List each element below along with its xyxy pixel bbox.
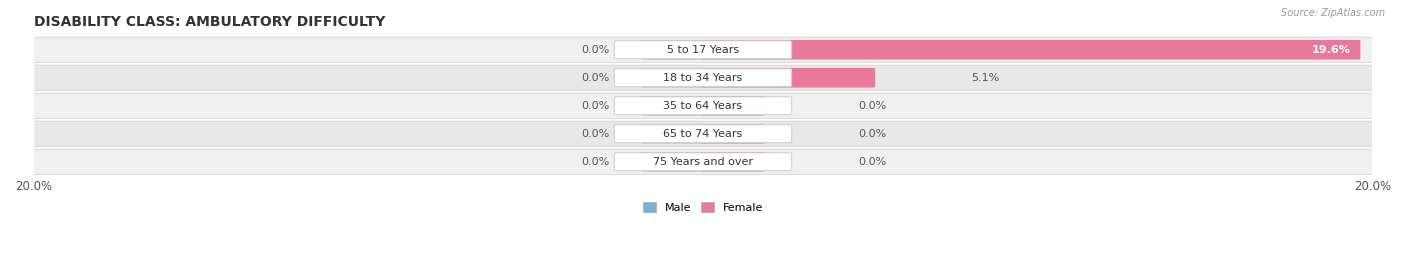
FancyBboxPatch shape [702,124,765,144]
FancyBboxPatch shape [34,37,1372,62]
FancyBboxPatch shape [702,96,765,115]
FancyBboxPatch shape [702,152,765,172]
FancyBboxPatch shape [34,65,1372,90]
FancyBboxPatch shape [614,153,792,171]
FancyBboxPatch shape [641,152,704,172]
FancyBboxPatch shape [614,41,792,59]
FancyBboxPatch shape [641,96,704,115]
Text: 19.6%: 19.6% [1312,45,1351,55]
FancyBboxPatch shape [702,68,875,87]
Text: 35 to 64 Years: 35 to 64 Years [664,101,742,111]
Text: 75 Years and over: 75 Years and over [652,157,754,167]
Text: 0.0%: 0.0% [859,101,887,111]
Text: 0.0%: 0.0% [581,73,609,83]
Text: 5 to 17 Years: 5 to 17 Years [666,45,740,55]
Text: 0.0%: 0.0% [581,129,609,139]
Text: 18 to 34 Years: 18 to 34 Years [664,73,742,83]
Text: 0.0%: 0.0% [859,129,887,139]
FancyBboxPatch shape [34,93,1372,118]
Text: 0.0%: 0.0% [581,157,609,167]
Text: 0.0%: 0.0% [581,101,609,111]
FancyBboxPatch shape [614,125,792,143]
FancyBboxPatch shape [641,68,704,87]
Text: 5.1%: 5.1% [970,73,1000,83]
Text: 0.0%: 0.0% [581,45,609,55]
Text: 65 to 74 Years: 65 to 74 Years [664,129,742,139]
Text: 0.0%: 0.0% [859,157,887,167]
Text: Source: ZipAtlas.com: Source: ZipAtlas.com [1281,8,1385,18]
FancyBboxPatch shape [641,124,704,144]
FancyBboxPatch shape [614,69,792,87]
FancyBboxPatch shape [702,40,1361,59]
FancyBboxPatch shape [34,121,1372,146]
FancyBboxPatch shape [614,97,792,115]
FancyBboxPatch shape [34,149,1372,174]
Text: DISABILITY CLASS: AMBULATORY DIFFICULTY: DISABILITY CLASS: AMBULATORY DIFFICULTY [34,15,385,29]
Legend: Male, Female: Male, Female [638,198,768,217]
FancyBboxPatch shape [641,40,704,59]
